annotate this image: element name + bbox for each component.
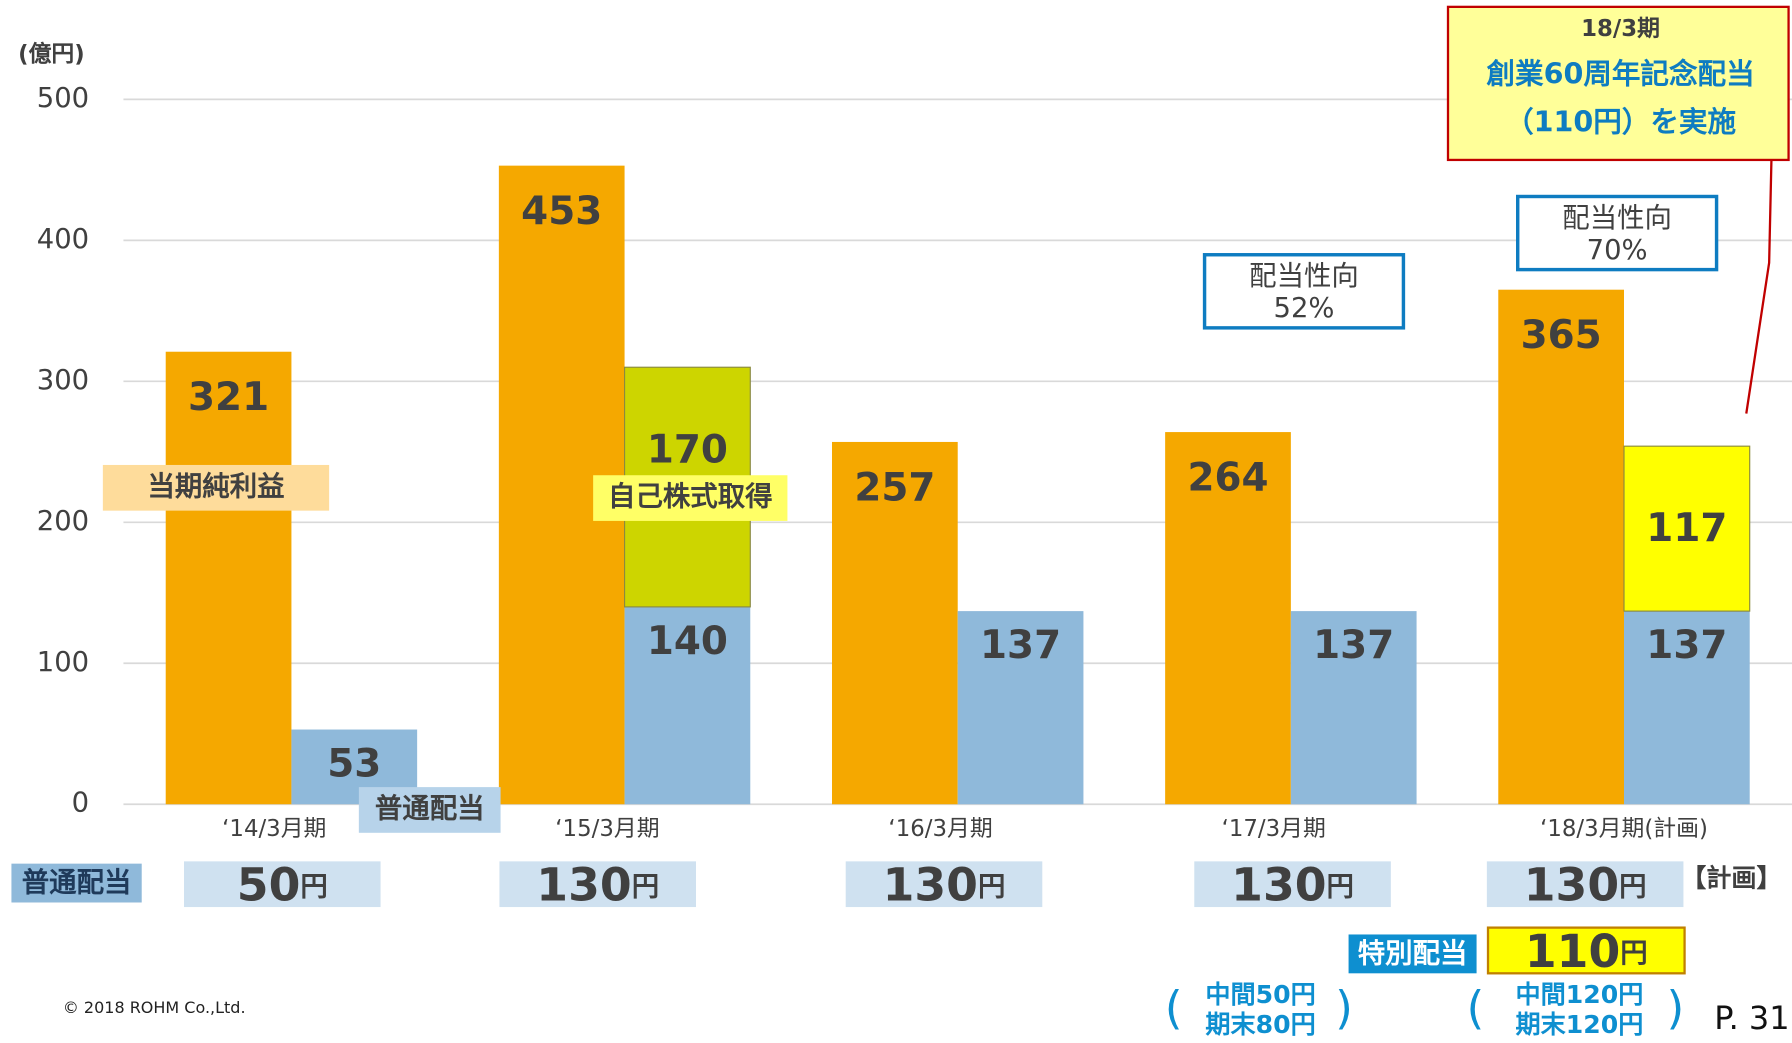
value-label: 365 [1521, 313, 1602, 358]
copyright: © 2018 ROHM Co.,Ltd. [63, 998, 246, 1017]
bar [832, 441, 958, 805]
y-tick-label: 0 [72, 788, 89, 819]
series-tag: 普通配当 [375, 792, 485, 824]
amount-number: 130 [536, 858, 631, 911]
amount: 130円 [883, 858, 1006, 911]
callout-box [1446, 5, 1790, 162]
amount: 50円 [237, 858, 328, 911]
x-tick-label: ‘18/3月期(計画) [1540, 816, 1708, 842]
x-tick-label: ‘17/3月期 [1222, 816, 1326, 842]
annotation-box [1202, 253, 1406, 330]
bar [1623, 445, 1751, 612]
special-label-box [1348, 934, 1477, 974]
annotation-title: 配当性向 [1562, 203, 1672, 234]
breakdown: 中間50円 [1205, 980, 1315, 1009]
amount-unit: 円 [1619, 871, 1646, 902]
bar [957, 611, 1084, 805]
bar [1624, 611, 1750, 805]
amount-unit: 円 [1620, 937, 1647, 968]
annotation-box [1516, 194, 1719, 272]
plan-note: 【計画】 [1681, 864, 1782, 893]
amount: 130円 [1524, 858, 1647, 911]
value-label: 257 [854, 465, 935, 510]
callout-line: （110円）を実施 [1505, 104, 1736, 138]
y-tick-label: 100 [37, 647, 89, 678]
bar [624, 606, 751, 805]
special-label: 特別配当 [1358, 939, 1468, 970]
y-tick-label: 400 [37, 224, 89, 255]
series-tag: 自己株式取得 [608, 481, 772, 513]
value-label: 321 [188, 375, 269, 420]
y-tick-label: 300 [37, 365, 89, 396]
value-label: 137 [1646, 623, 1727, 668]
value-label: 170 [647, 427, 728, 472]
amount: 130円 [536, 858, 659, 911]
row-label-box [11, 863, 142, 903]
special-amount-box [1486, 926, 1686, 975]
bar [1290, 611, 1417, 805]
series-tag-box [593, 475, 788, 521]
bar [165, 351, 292, 805]
value-label: 264 [1187, 456, 1268, 501]
amount-unit: 円 [978, 871, 1005, 902]
breakdown: 中間120円 [1516, 980, 1644, 1009]
callout-line: 創業60周年記念配当 [1486, 56, 1754, 90]
callout-leader [1745, 159, 1773, 414]
annotation-title: 配当性向 [1249, 261, 1359, 292]
amount-unit: 円 [1327, 871, 1354, 902]
bar [1498, 289, 1624, 805]
amount-number: 130 [1231, 858, 1326, 911]
series-tag-box [102, 464, 330, 511]
paren: ) [1667, 982, 1685, 1035]
paren: ( [1467, 982, 1485, 1035]
bar [1165, 432, 1291, 805]
amount-box [845, 861, 1043, 908]
breakdown: 期末80円 [1205, 1010, 1315, 1039]
amount-number: 130 [1524, 858, 1619, 911]
value-label: 137 [980, 623, 1061, 668]
amount: 130円 [1231, 858, 1354, 911]
value-label: 53 [327, 742, 381, 787]
value-label: 137 [1313, 623, 1394, 668]
amount-box [184, 861, 381, 908]
value-label: 453 [521, 189, 602, 234]
amount-unit: 円 [632, 871, 659, 902]
paren: ( [1165, 982, 1183, 1035]
value-label: 117 [1646, 506, 1727, 551]
special-amount: 110円 [1525, 924, 1648, 977]
amount-box [499, 861, 696, 908]
annotation-value: 52% [1274, 293, 1335, 324]
row-label: 普通配当 [22, 867, 132, 899]
amount-number: 130 [883, 858, 978, 911]
y-tick-label: 200 [37, 506, 89, 537]
amount-number: 110 [1525, 924, 1620, 977]
paren: ) [1335, 982, 1353, 1035]
breakdown: 期末120円 [1516, 1010, 1644, 1039]
amount-box [1194, 861, 1391, 908]
unit-label: (億円) [18, 41, 85, 67]
x-tick-label: ‘15/3月期 [555, 816, 659, 842]
y-tick-label: 500 [37, 83, 89, 114]
series-tag: 当期純利益 [147, 470, 284, 502]
amount-box [1486, 861, 1684, 908]
series-tag-box [358, 787, 501, 833]
amount-unit: 円 [300, 871, 327, 902]
page-number: P. 31 [1714, 999, 1789, 1037]
value-label: 140 [647, 619, 728, 664]
x-tick-label: ‘16/3月期 [888, 816, 992, 842]
annotation-value: 70% [1587, 235, 1648, 266]
x-tick-label: ‘14/3月期 [222, 816, 326, 842]
callout-period: 18/3期 [1581, 16, 1660, 42]
amount-number: 50 [237, 858, 301, 911]
